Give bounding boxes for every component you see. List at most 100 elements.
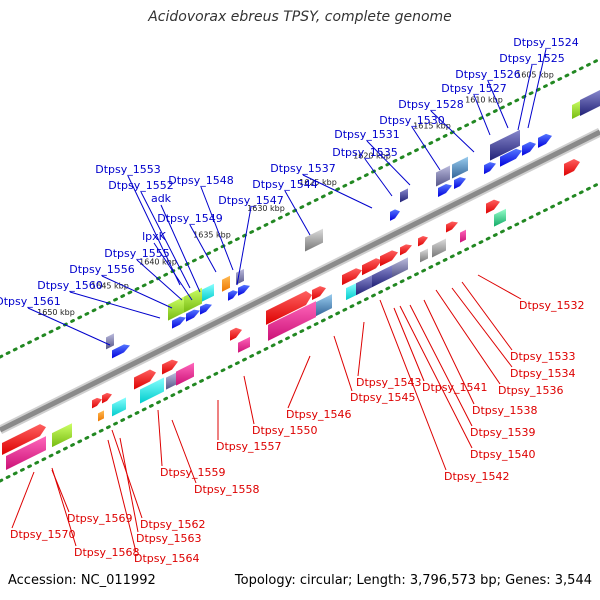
leader-line [473, 94, 491, 136]
gene-block-38 [418, 235, 428, 247]
leader-line [127, 175, 181, 286]
gene-label-adk: adk [151, 192, 172, 205]
tick-label: 1605 kbp [516, 70, 554, 79]
gene-block-41 [564, 158, 580, 176]
gene-block-6 [390, 209, 400, 221]
leader-line [430, 110, 475, 153]
gene-label-Dtpsy_1562: Dtpsy_1562 [140, 518, 206, 531]
gene-label-Dtpsy_1528: Dtpsy_1528 [398, 98, 464, 111]
leader-line [333, 335, 353, 392]
leader-line [411, 126, 441, 171]
leader-line [107, 439, 137, 553]
accession-text: Accession: NC_011992 [8, 573, 156, 588]
tick-label: 1630 kbp [247, 204, 285, 213]
gene-block-45 [112, 397, 126, 417]
leader-line [517, 64, 533, 131]
leader-line [527, 48, 547, 129]
gene-block-44 [98, 410, 104, 422]
leader-line [160, 204, 201, 293]
gene-label-Dtpsy_1569: Dtpsy_1569 [67, 512, 133, 525]
gene-block-24 [572, 99, 582, 119]
leader-line [119, 437, 139, 533]
gene-block-29 [134, 369, 156, 390]
gene-label-Dtpsy_1544: Dtpsy_1544 [252, 178, 318, 191]
gene-block-21 [436, 165, 450, 187]
gene-label-Dtpsy_1537: Dtpsy_1537 [270, 162, 336, 175]
gene-block-48 [176, 362, 194, 386]
tick-label: 1620 kbp [353, 151, 391, 160]
gene-block-53 [356, 275, 372, 296]
gene-label-Dtpsy_1546: Dtpsy_1546 [286, 408, 352, 421]
gene-block-25 [580, 90, 600, 116]
gene-block-58 [460, 229, 466, 243]
gene-block-35 [362, 258, 382, 276]
gene-block-47 [166, 372, 176, 390]
leader-line [101, 275, 173, 309]
gene-block-56 [420, 248, 428, 263]
tick-label: 1650 kbp [37, 308, 75, 317]
gene-label-Dtpsy_1525: Dtpsy_1525 [499, 52, 565, 65]
gene-block-31 [230, 327, 242, 341]
gene-label-Dtpsy_1550: Dtpsy_1550 [252, 424, 318, 437]
gene-label-Dtpsy_1533: Dtpsy_1533 [510, 350, 576, 363]
gene-label-Dtpsy_1538: Dtpsy_1538 [472, 404, 538, 417]
gene-label-Dtpsy_1549: Dtpsy_1549 [157, 212, 223, 225]
gene-label-Dtpsy_1526: Dtpsy_1526 [455, 68, 521, 81]
gene-block-54 [372, 265, 392, 288]
gene-label-Dtpsy_1532: Dtpsy_1532 [519, 299, 585, 312]
gene-block-34 [342, 268, 362, 286]
gene-block-28 [102, 392, 112, 404]
leader-line [51, 469, 70, 513]
leader-line [366, 140, 411, 186]
leader-line [461, 281, 513, 351]
gene-block-27 [92, 397, 102, 409]
leader-line [435, 289, 501, 385]
gene-block-32 [266, 291, 312, 325]
gene-block-39 [446, 221, 458, 233]
gene-block-2 [186, 309, 200, 322]
genome-backbone [0, 129, 600, 433]
gene-label-Dtpsy_1561: Dtpsy_1561 [0, 295, 61, 308]
gene-label-lpxK: lpxK [142, 230, 167, 243]
gene-block-5 [238, 284, 250, 296]
leader-line [171, 419, 197, 484]
gene-block-22 [452, 156, 468, 179]
leader-line [284, 190, 311, 236]
genome-summary-text: Topology: circular; Length: 3,796,573 bp… [234, 573, 592, 588]
gene-block-50 [268, 301, 316, 341]
tick-label: 1635 kbp [193, 231, 231, 240]
leader-line [200, 186, 234, 271]
map-title: Acidovorax ebreus TPSY, complete genome [148, 9, 452, 25]
reverse-tick-track [0, 181, 600, 483]
gene-label-Dtpsy_1560: Dtpsy_1560 [37, 279, 103, 292]
gene-label-Dtpsy_1540: Dtpsy_1540 [470, 448, 536, 461]
gene-label-Dtpsy_1568: Dtpsy_1568 [74, 546, 140, 559]
gene-label-Dtpsy_1564: Dtpsy_1564 [134, 552, 200, 565]
leader-line [477, 274, 522, 300]
gene-block-43 [52, 423, 72, 448]
gene-label-Dtpsy_1527: Dtpsy_1527 [441, 82, 507, 95]
gene-block-40 [486, 199, 500, 214]
gene-label-Dtpsy_1547: Dtpsy_1547 [218, 194, 284, 207]
gene-block-59 [494, 208, 506, 227]
gene-block-33 [312, 286, 326, 301]
gene-block-1 [172, 316, 186, 329]
tick-label: 1615 kbp [413, 121, 451, 130]
gene-label-Dtpsy_1543: Dtpsy_1543 [356, 376, 422, 389]
gene-block-55 [392, 257, 408, 278]
gene-label-Dtpsy_1555: Dtpsy_1555 [104, 247, 170, 260]
leader-line [487, 80, 509, 129]
gene-label-Dtpsy_1570: Dtpsy_1570 [10, 528, 76, 541]
gene-block-9 [484, 162, 496, 175]
gene-label-Dtpsy_1563: Dtpsy_1563 [136, 532, 202, 545]
leader-line [27, 307, 111, 346]
gene-block-14 [168, 296, 184, 321]
gene-block-3 [200, 303, 212, 315]
leader-line [393, 307, 425, 382]
leader-line [302, 174, 373, 209]
gene-label-Dtpsy_1542: Dtpsy_1542 [444, 470, 510, 483]
gene-label-Dtpsy_1541: Dtpsy_1541 [422, 381, 488, 394]
gene-label-Dtpsy_1558: Dtpsy_1558 [194, 483, 260, 496]
leader-line [69, 291, 161, 319]
